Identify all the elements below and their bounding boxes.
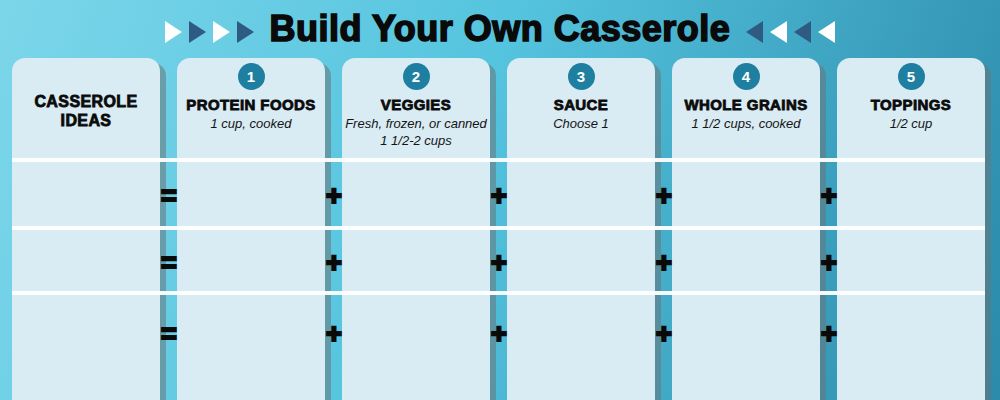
column-subtitle: 1/2 cup (837, 116, 985, 133)
step-number-badge: 2 (403, 63, 430, 90)
step-number-badge: 1 (238, 63, 265, 90)
arrow-right-icon (237, 21, 254, 43)
step-number-badge: 5 (898, 63, 925, 90)
plus-sign: + (821, 250, 837, 277)
plus-sign: + (326, 321, 342, 348)
column-subtitle: 1 cup, cooked (177, 116, 325, 133)
left-arrow-group (165, 21, 254, 43)
column-subtitle: Choose 1 (507, 116, 655, 133)
plus-sign: + (326, 183, 342, 210)
plus-sign: + (656, 250, 672, 277)
plus-sign: + (656, 321, 672, 348)
row-divider (12, 158, 985, 162)
column-title: TOPPINGS (837, 96, 985, 113)
plus-sign: + (491, 250, 507, 277)
column-title: SAUCE (507, 96, 655, 113)
equals-sign: = (161, 250, 177, 277)
plus-sign: + (821, 183, 837, 210)
column-subtitle: 1 1/2 cups, cooked (672, 116, 820, 133)
plus-sign: + (491, 183, 507, 210)
step-number-badge: 4 (733, 63, 760, 90)
arrow-left-icon (818, 21, 835, 43)
arrow-left-icon (746, 21, 763, 43)
column-title: VEGGIES (342, 96, 490, 113)
row-divider (12, 226, 985, 230)
header: Build Your Own Casserole (0, 0, 1000, 60)
column-title: CASSEROLE IDEAS (12, 92, 160, 130)
row-divider (12, 291, 985, 295)
right-arrow-group (746, 21, 835, 43)
column-title: PROTEIN FOODS (177, 96, 325, 113)
plus-sign: + (491, 321, 507, 348)
plus-sign: + (821, 321, 837, 348)
page-title: Build Your Own Casserole (270, 8, 731, 52)
step-number-badge: 3 (568, 63, 595, 90)
arrow-right-icon (213, 21, 230, 43)
column-title: WHOLE GRAINS (672, 96, 820, 113)
arrow-left-icon (770, 21, 787, 43)
arrow-right-icon (189, 21, 206, 43)
column-subtitle: Fresh, frozen, or canned 1 1/2-2 cups (342, 116, 490, 149)
plus-sign: + (326, 250, 342, 277)
equals-sign: = (161, 321, 177, 348)
equals-sign: = (161, 183, 177, 210)
arrow-right-icon (165, 21, 182, 43)
plus-sign: + (656, 183, 672, 210)
arrow-left-icon (794, 21, 811, 43)
casserole-infographic: Build Your Own Casserole CASSEROLE IDEAS… (0, 0, 1000, 400)
